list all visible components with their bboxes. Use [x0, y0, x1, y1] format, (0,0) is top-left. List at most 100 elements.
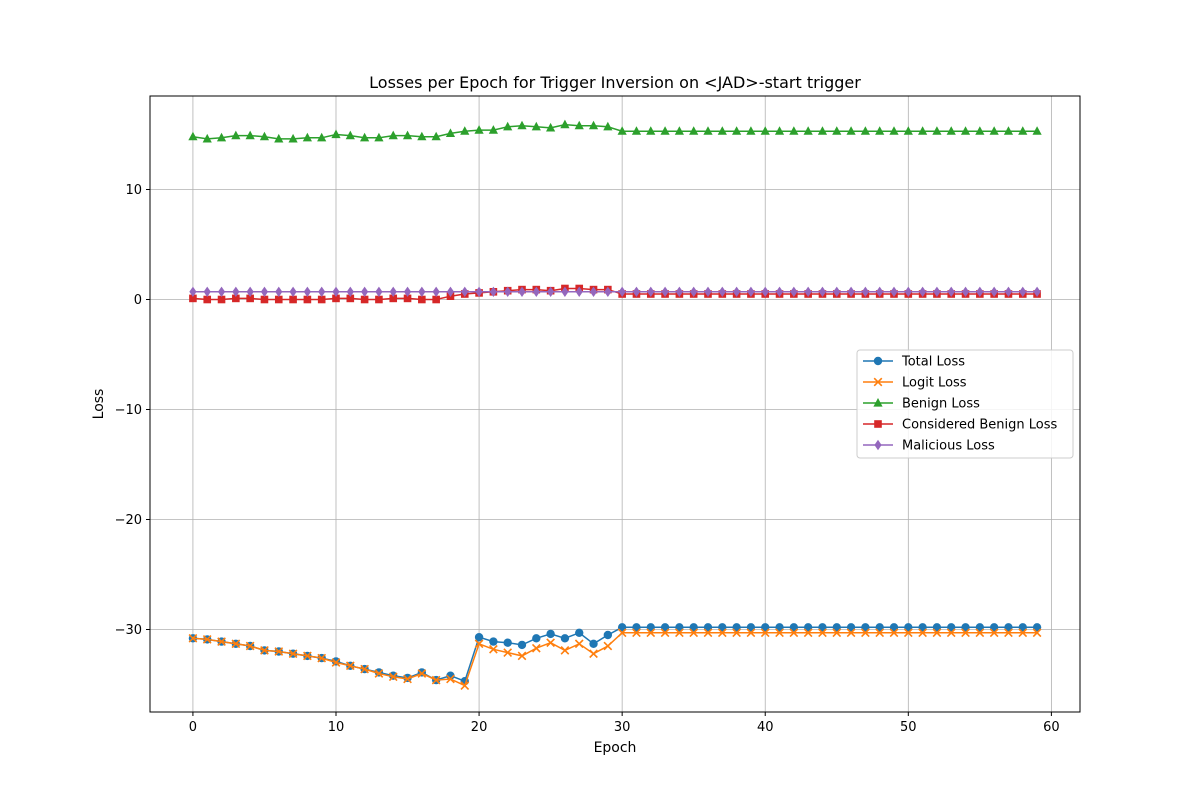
data-point	[546, 638, 555, 648]
data-point	[517, 640, 527, 650]
data-point	[975, 628, 985, 638]
data-point	[374, 669, 384, 678]
data-point	[632, 628, 641, 638]
data-point	[402, 130, 413, 140]
data-point	[947, 623, 956, 632]
data-point	[518, 286, 526, 297]
data-point	[889, 126, 899, 135]
data-point	[646, 628, 656, 638]
data-point	[703, 628, 713, 638]
data-point	[232, 294, 240, 303]
data-point	[389, 286, 397, 297]
legend-label: Considered Benign Loss	[902, 418, 1057, 433]
data-point	[775, 286, 784, 297]
data-point	[274, 647, 284, 656]
data-point	[289, 295, 297, 304]
data-point	[503, 648, 513, 657]
data-point	[375, 286, 383, 297]
data-point	[646, 126, 656, 135]
data-point	[932, 628, 942, 638]
data-point	[203, 286, 211, 297]
x-tick-label: 40	[757, 720, 774, 735]
data-point	[259, 131, 270, 141]
data-point	[217, 295, 226, 304]
data-point	[660, 126, 670, 135]
x-axis-label: Epoch	[594, 740, 637, 756]
data-point	[203, 295, 212, 304]
legend-item: Logit Loss	[863, 376, 967, 391]
data-point	[904, 623, 913, 632]
data-point	[474, 633, 484, 642]
data-point	[188, 633, 198, 643]
data-point	[904, 286, 912, 297]
data-point	[818, 623, 827, 632]
data-point	[946, 628, 956, 638]
data-point	[574, 120, 584, 130]
data-point	[561, 286, 569, 297]
data-point	[217, 637, 226, 646]
data-point	[345, 130, 355, 140]
data-point	[575, 628, 584, 637]
data-point	[317, 653, 327, 663]
data-point	[631, 126, 642, 135]
legend-item: Considered Benign Loss	[863, 418, 1057, 433]
data-point	[890, 286, 898, 297]
data-point	[875, 126, 885, 135]
data-point	[618, 286, 626, 297]
data-point	[560, 634, 570, 643]
data-point	[718, 623, 727, 632]
data-point	[617, 126, 627, 135]
data-point	[674, 126, 684, 135]
data-point	[774, 126, 785, 135]
data-point	[531, 121, 541, 131]
data-point	[260, 646, 269, 655]
data-point	[918, 628, 927, 638]
data-point	[832, 126, 842, 135]
data-point	[274, 133, 284, 143]
data-point	[703, 623, 713, 632]
data-point	[603, 121, 613, 131]
data-point	[318, 286, 326, 297]
chart-title: Losses per Epoch for Trigger Inversion o…	[369, 73, 861, 92]
data-point	[275, 286, 283, 297]
data-point	[646, 623, 655, 632]
data-point	[889, 628, 899, 638]
series-layer	[188, 119, 1042, 690]
data-point	[374, 132, 384, 142]
data-point	[803, 628, 813, 638]
data-point	[1032, 628, 1042, 638]
data-point	[589, 286, 598, 297]
data-point	[961, 286, 970, 297]
data-point	[761, 623, 770, 632]
data-point	[803, 126, 813, 135]
data-point	[532, 634, 541, 643]
data-point	[789, 126, 799, 135]
data-point	[445, 128, 456, 137]
data-point	[1004, 623, 1013, 632]
data-point	[288, 649, 298, 659]
data-point	[202, 635, 212, 644]
legend-label: Total Loss	[901, 355, 965, 370]
data-point	[589, 649, 598, 659]
data-point	[188, 131, 198, 141]
data-point	[675, 286, 683, 297]
x-tick-label: 50	[900, 720, 917, 735]
data-point	[876, 286, 884, 297]
data-point	[875, 623, 884, 632]
data-point	[775, 628, 784, 638]
data-point	[632, 286, 641, 297]
data-point	[647, 286, 655, 297]
legend-label: Benign Loss	[902, 397, 980, 412]
data-point	[918, 126, 928, 135]
legend-box	[856, 349, 1074, 459]
data-point	[860, 126, 870, 135]
data-point	[933, 286, 941, 297]
data-point	[560, 646, 570, 655]
data-point	[189, 286, 197, 297]
data-point	[589, 639, 598, 648]
data-point	[861, 628, 870, 638]
data-point	[331, 129, 341, 139]
data-point	[1032, 623, 1042, 632]
legend-marker	[874, 420, 882, 428]
data-point	[504, 286, 512, 297]
